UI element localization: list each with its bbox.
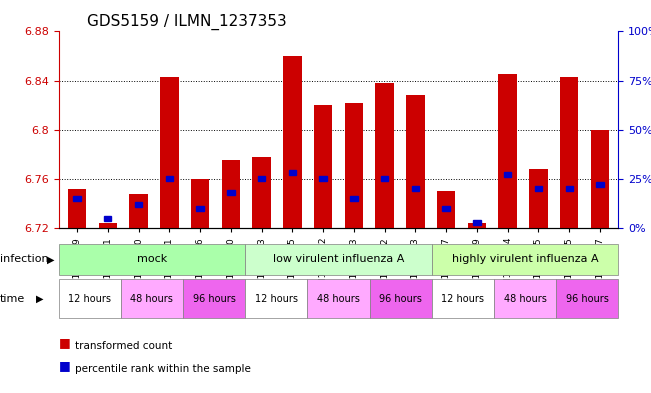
Bar xyxy=(406,95,424,228)
Bar xyxy=(104,216,111,220)
Bar xyxy=(288,171,296,175)
Bar xyxy=(437,191,456,228)
Bar xyxy=(596,182,603,187)
Bar xyxy=(344,103,363,228)
Bar xyxy=(590,130,609,228)
Text: ■: ■ xyxy=(59,336,70,349)
Text: time: time xyxy=(0,294,25,304)
Text: low virulent influenza A: low virulent influenza A xyxy=(273,254,404,264)
Bar xyxy=(253,157,271,228)
Bar xyxy=(221,160,240,228)
Text: transformed count: transformed count xyxy=(75,341,172,351)
Text: mock: mock xyxy=(137,254,167,264)
Bar xyxy=(320,176,327,181)
Text: 96 hours: 96 hours xyxy=(566,294,609,304)
Text: 96 hours: 96 hours xyxy=(193,294,236,304)
Bar xyxy=(165,176,173,181)
Text: infection: infection xyxy=(0,254,49,264)
Text: GDS5159 / ILMN_1237353: GDS5159 / ILMN_1237353 xyxy=(87,14,286,30)
Text: 12 hours: 12 hours xyxy=(441,294,484,304)
Text: ▶: ▶ xyxy=(47,254,55,264)
Bar xyxy=(227,190,234,195)
Text: 96 hours: 96 hours xyxy=(380,294,422,304)
Bar xyxy=(98,223,117,228)
Text: ▶: ▶ xyxy=(36,294,44,304)
Text: highly virulent influenza A: highly virulent influenza A xyxy=(452,254,598,264)
Text: 48 hours: 48 hours xyxy=(130,294,173,304)
Text: 48 hours: 48 hours xyxy=(317,294,360,304)
Bar xyxy=(504,173,512,177)
Bar xyxy=(529,169,547,228)
Bar xyxy=(560,77,579,228)
Bar xyxy=(74,196,81,201)
Text: percentile rank within the sample: percentile rank within the sample xyxy=(75,364,251,375)
Bar xyxy=(350,196,357,201)
Text: 48 hours: 48 hours xyxy=(504,294,547,304)
Bar xyxy=(566,186,573,191)
Bar xyxy=(411,186,419,191)
Bar xyxy=(499,74,517,228)
Bar xyxy=(314,105,333,228)
Bar xyxy=(443,206,450,211)
Bar xyxy=(467,223,486,228)
Bar xyxy=(135,202,143,207)
Bar xyxy=(197,206,204,211)
Bar xyxy=(130,193,148,228)
Bar xyxy=(160,77,178,228)
Bar xyxy=(376,83,394,228)
Text: 12 hours: 12 hours xyxy=(255,294,298,304)
Bar xyxy=(191,179,210,228)
Bar xyxy=(283,56,301,228)
Bar xyxy=(68,189,87,228)
Text: ■: ■ xyxy=(59,360,70,373)
Bar xyxy=(534,186,542,191)
Bar xyxy=(473,220,480,224)
Bar xyxy=(381,176,389,181)
Bar xyxy=(258,176,266,181)
Text: 12 hours: 12 hours xyxy=(68,294,111,304)
